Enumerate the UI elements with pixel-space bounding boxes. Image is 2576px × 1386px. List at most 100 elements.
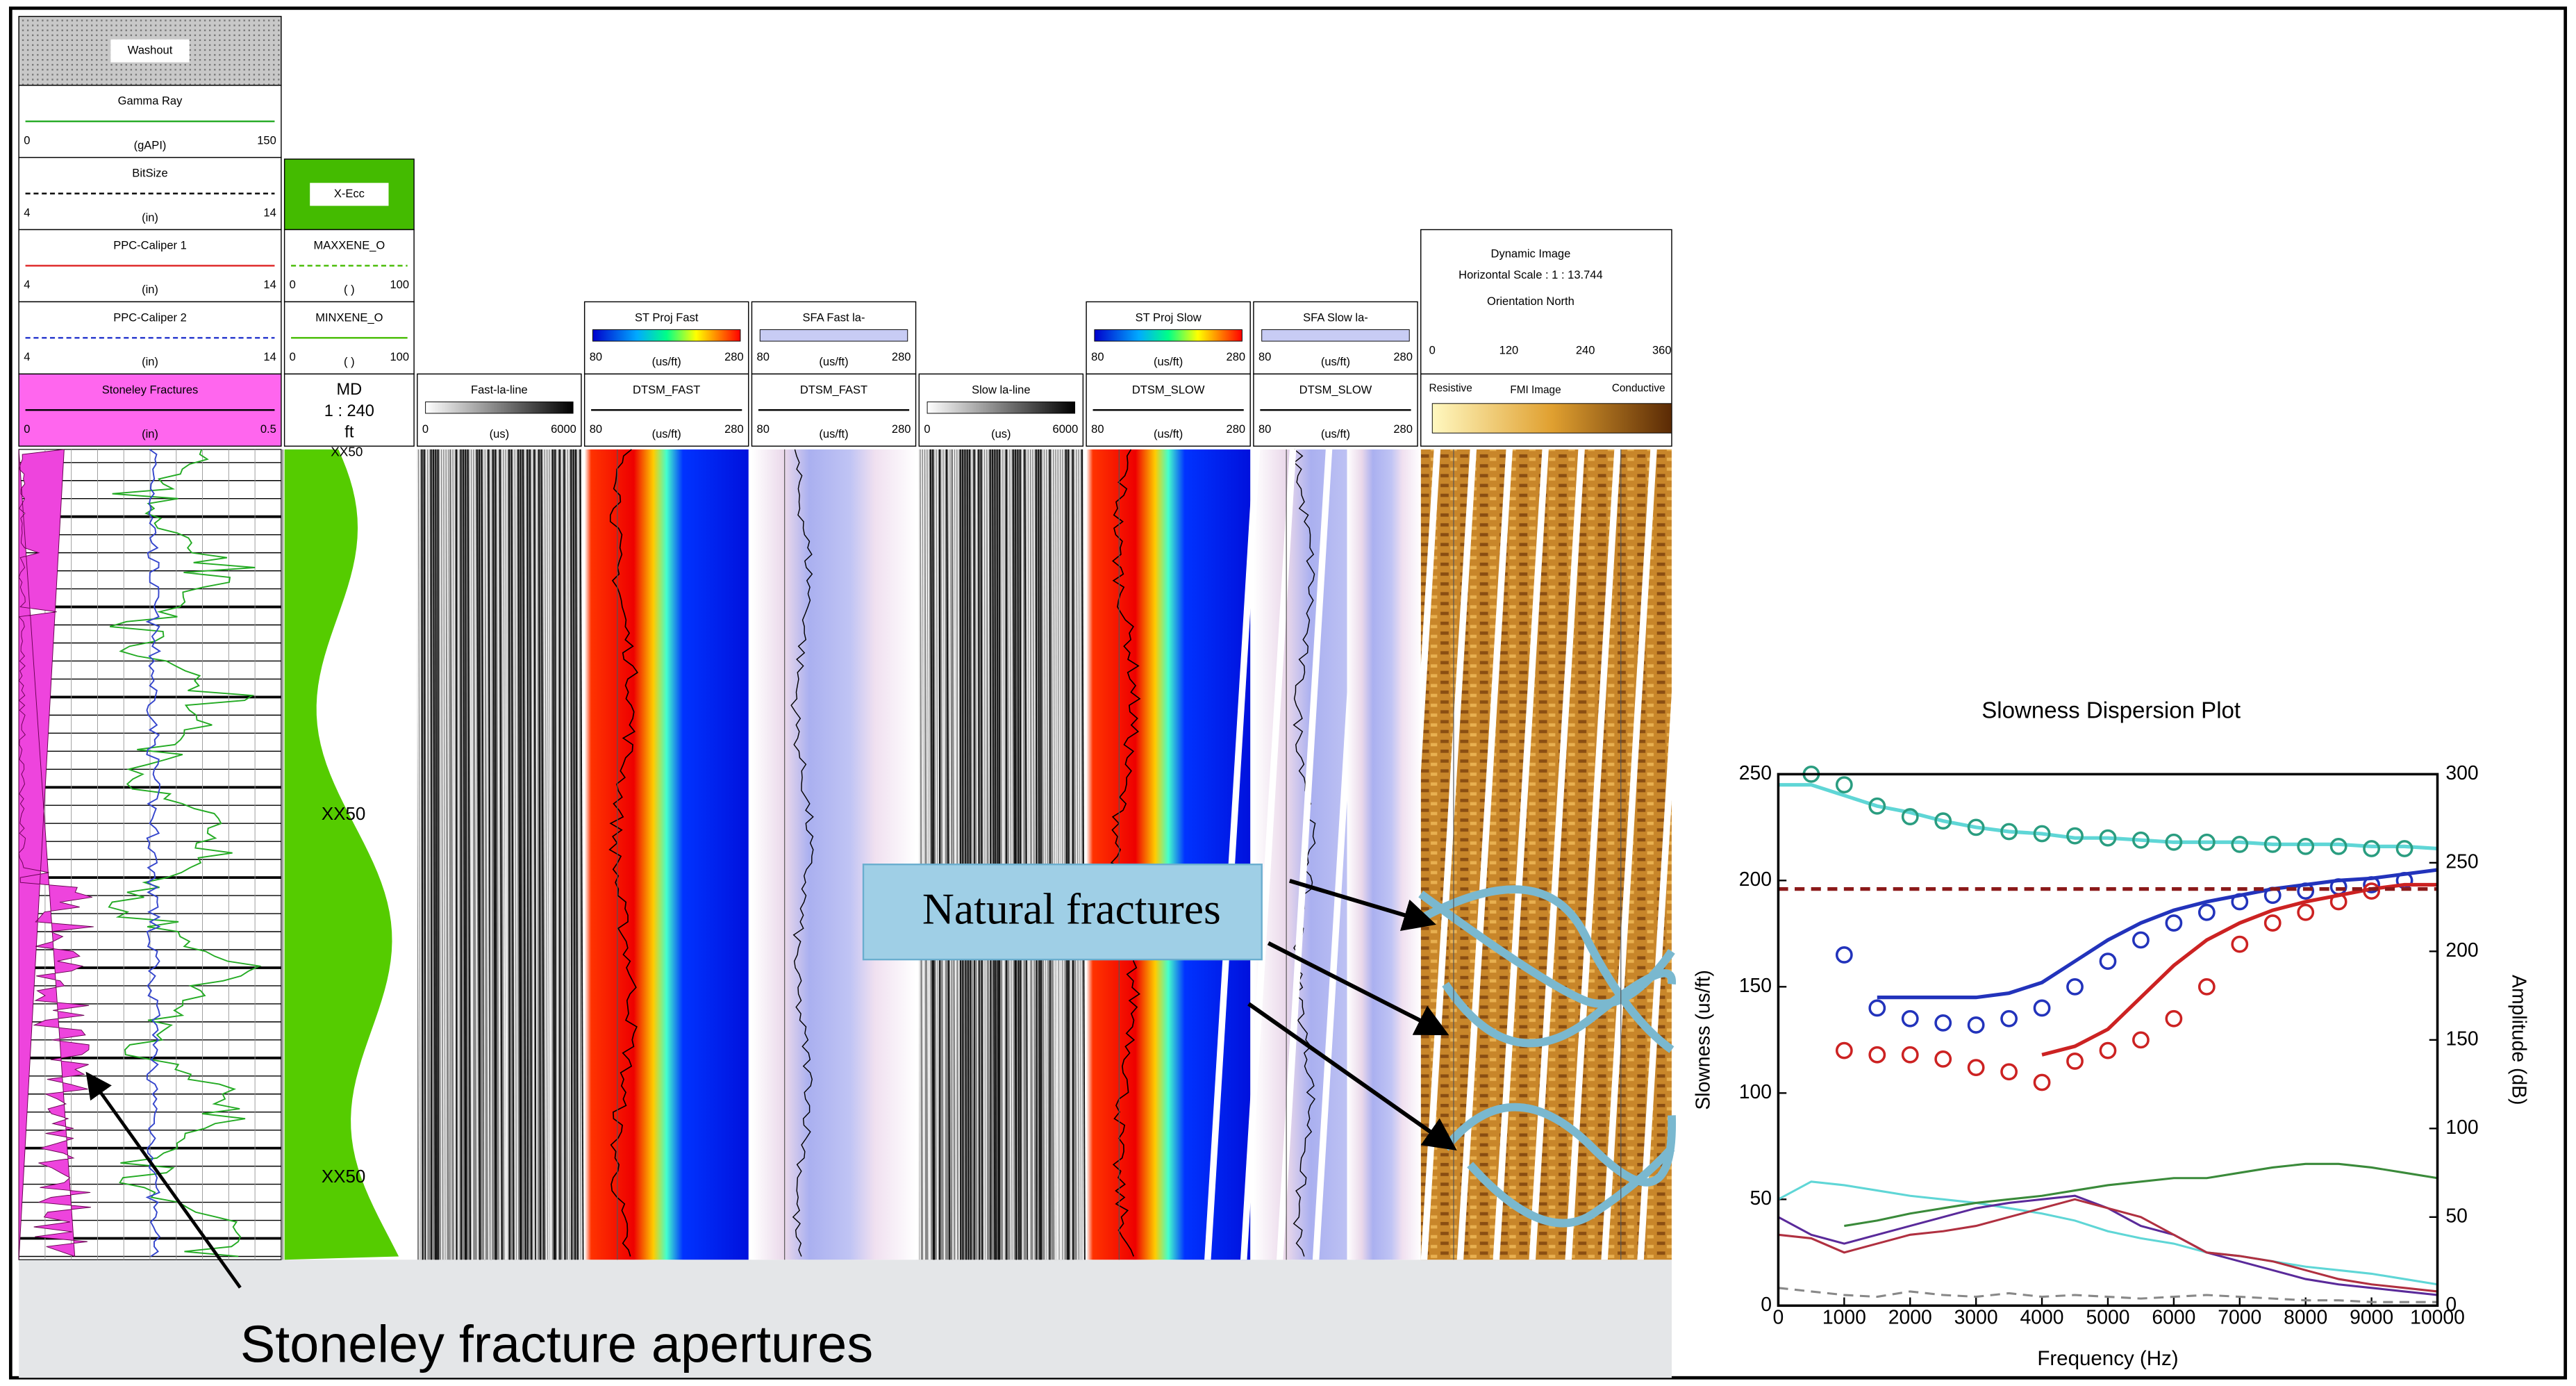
header-title: Washout <box>128 44 173 57</box>
color-bar <box>1262 330 1409 342</box>
scale-unit: (us/ft) <box>1321 355 1350 368</box>
waveform <box>1020 449 1021 1260</box>
waveform <box>507 449 508 1260</box>
y-tick-label: 150 <box>1739 975 1772 997</box>
y-tick-label: 200 <box>1739 868 1772 891</box>
image-header: Orientation North <box>1487 295 1574 308</box>
header-title: DTSM_FAST <box>633 383 700 396</box>
x-tick-label: 9000 <box>2350 1307 2393 1329</box>
waveform <box>484 449 485 1260</box>
waveform <box>521 449 522 1260</box>
header-title: Fast-la-line <box>471 383 528 396</box>
waveform <box>555 449 556 1260</box>
header-title: DTSM_SLOW <box>1132 383 1205 396</box>
waveform <box>527 449 528 1260</box>
scale-unit: (in) <box>142 427 158 440</box>
scale-min: 80 <box>757 350 770 363</box>
waveform <box>1015 449 1016 1260</box>
x-tick-label: 5000 <box>2086 1307 2129 1329</box>
scale-unit: (us/ft) <box>1154 427 1183 440</box>
y2-tick-label: 150 <box>2445 1028 2478 1050</box>
header-title: SFA Fast la- <box>803 311 865 324</box>
scale-unit: (us) <box>991 427 1011 440</box>
header-title: SFA Slow la- <box>1303 311 1368 324</box>
waveform <box>509 449 510 1260</box>
depth-label: XX50 <box>322 1166 366 1187</box>
scale-max: 6000 <box>1053 422 1079 436</box>
scale-min: 80 <box>1091 422 1104 436</box>
header-title: ST Proj Fast <box>635 311 699 324</box>
scale-max: 280 <box>892 350 911 363</box>
y2-axis-label: Amplitude (dB) <box>2508 975 2530 1105</box>
track <box>1086 449 1250 1260</box>
scale-min: 4 <box>24 350 30 363</box>
header-title: DTSM_SLOW <box>1299 383 1372 396</box>
scale-unit: (us/ft) <box>652 355 681 368</box>
header-title: Stoneley Fractures <box>102 383 199 396</box>
color-bar <box>592 330 740 342</box>
scale-unit: (us/ft) <box>819 427 848 440</box>
color-bar <box>760 330 907 342</box>
image-header: Conductive <box>1612 383 1665 395</box>
scale-unit: ( ) <box>344 283 355 296</box>
image-header: Resistive <box>1429 383 1472 395</box>
depth-label: XX50 <box>322 803 366 824</box>
header-title: PPC-Caliper 2 <box>113 311 187 324</box>
mask <box>1672 449 1721 1260</box>
scale-unit: (us/ft) <box>1154 355 1183 368</box>
scale-max: 280 <box>724 422 744 436</box>
waveform <box>1068 449 1069 1260</box>
scale-min: 0 <box>422 422 429 436</box>
waveform <box>990 449 991 1260</box>
header-title: Gamma Ray <box>118 94 183 108</box>
scale-max: 280 <box>892 422 911 436</box>
color-bar <box>1432 404 1672 433</box>
header-scale: 1 : 240 <box>324 402 374 420</box>
y-tick-label: 0 <box>1761 1294 1772 1316</box>
scale-min: 80 <box>1091 350 1104 363</box>
chart-title: Slowness Dispersion Plot <box>1981 698 2241 723</box>
scale-min: 0 <box>24 133 30 147</box>
scale-tick: 240 <box>1576 344 1595 357</box>
scale-unit: (in) <box>142 211 158 224</box>
scale-min: 0 <box>290 350 296 363</box>
y-tick-label: 250 <box>1739 762 1772 784</box>
y2-tick-label: 0 <box>2445 1294 2457 1316</box>
log-body: XX50 XX50 XX50 <box>19 445 1945 1260</box>
scale-max: 6000 <box>551 422 576 436</box>
scale-max: 14 <box>263 350 276 363</box>
track <box>751 449 915 1260</box>
scale-unit: (in) <box>142 355 158 368</box>
image-header: Dynamic Image <box>1491 247 1571 260</box>
image-header: FMI Image <box>1510 384 1561 396</box>
scale-min: 4 <box>24 206 30 219</box>
header-title: DTSM_FAST <box>800 383 867 396</box>
scale-unit: (us) <box>490 427 509 440</box>
y2-tick-label: 200 <box>2445 939 2478 962</box>
y-tick-label: 50 <box>1750 1187 1772 1210</box>
waveform <box>983 449 984 1260</box>
x-tick-label: 3000 <box>1954 1307 1998 1329</box>
x-axis-label: Frequency (Hz) <box>2037 1347 2178 1370</box>
header-title: X-Ecc <box>334 187 365 200</box>
scale-max: 280 <box>724 350 744 363</box>
waveform <box>461 449 462 1260</box>
x-tick-label: 0 <box>1773 1307 1784 1329</box>
waveform <box>1022 449 1023 1260</box>
scale-max: 280 <box>1227 422 1246 436</box>
scale-max: 100 <box>390 350 409 363</box>
y2-tick-label: 100 <box>2445 1116 2478 1139</box>
scale-unit: (us/ft) <box>652 427 681 440</box>
scale-tick: 0 <box>1429 344 1436 357</box>
mask <box>1347 449 1420 1260</box>
y-tick-label: 100 <box>1739 1081 1772 1103</box>
x-tick-label: 8000 <box>2284 1307 2327 1329</box>
y2-tick-label: 50 <box>2445 1205 2468 1227</box>
scale-max: 100 <box>390 278 409 291</box>
annotation: Natural fractures <box>922 884 1221 934</box>
waveform <box>1029 449 1030 1260</box>
waveform <box>491 449 492 1260</box>
depth-label: XX50 <box>331 445 363 460</box>
y-axis-label: Slowness (us/ft) <box>1693 970 1715 1110</box>
x-tick-label: 1000 <box>1822 1307 1866 1329</box>
